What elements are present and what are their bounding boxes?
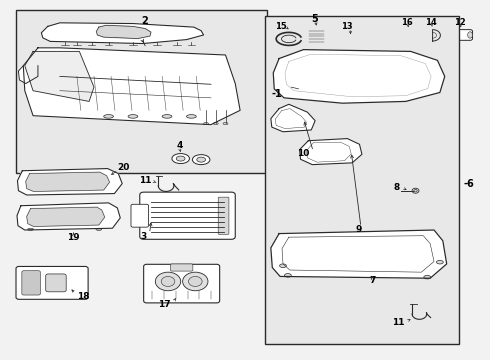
FancyBboxPatch shape [398,29,419,43]
FancyBboxPatch shape [402,32,416,40]
Ellipse shape [213,122,218,125]
Circle shape [183,272,208,291]
Ellipse shape [96,228,102,230]
Polygon shape [27,207,105,226]
Ellipse shape [203,122,208,125]
FancyBboxPatch shape [140,192,235,239]
Text: 15: 15 [275,22,287,31]
Ellipse shape [223,122,228,125]
Ellipse shape [313,26,320,29]
FancyBboxPatch shape [144,264,220,303]
Ellipse shape [128,114,138,118]
Text: 9: 9 [356,225,362,234]
Text: 4: 4 [177,141,183,150]
Text: 11: 11 [139,176,151,185]
Ellipse shape [162,114,172,118]
FancyBboxPatch shape [22,271,40,295]
Text: 13: 13 [342,22,353,31]
Polygon shape [97,25,151,39]
Text: 3: 3 [140,231,147,240]
Text: -6: -6 [463,179,474,189]
FancyBboxPatch shape [450,30,472,40]
Ellipse shape [193,155,210,165]
Text: 7: 7 [369,276,376,285]
Text: 17: 17 [158,300,171,309]
Text: 20: 20 [117,163,130,172]
Ellipse shape [187,114,196,118]
Ellipse shape [172,154,190,163]
Polygon shape [271,104,315,132]
Ellipse shape [280,264,287,267]
Text: 11: 11 [392,318,405,327]
Ellipse shape [467,32,472,38]
Text: -1: -1 [272,89,283,99]
Polygon shape [17,203,120,230]
FancyBboxPatch shape [46,274,66,292]
Ellipse shape [424,275,431,279]
Text: 5: 5 [311,14,318,23]
Text: 16: 16 [401,18,413,27]
Ellipse shape [176,156,185,161]
Ellipse shape [342,36,361,41]
Polygon shape [18,168,122,195]
Ellipse shape [104,114,114,118]
Polygon shape [41,23,203,44]
Circle shape [189,276,202,287]
Text: 8: 8 [393,183,400,192]
Polygon shape [24,48,240,125]
Bar [266,16,460,344]
Text: 18: 18 [77,292,89,301]
Ellipse shape [285,274,291,277]
Ellipse shape [412,188,419,193]
Circle shape [161,276,175,287]
Polygon shape [273,50,445,103]
Text: 12: 12 [455,18,466,27]
Polygon shape [433,30,441,41]
FancyBboxPatch shape [131,204,148,227]
FancyBboxPatch shape [337,37,366,53]
Text: 19: 19 [67,233,80,242]
Ellipse shape [437,260,443,264]
Circle shape [155,272,181,291]
Ellipse shape [197,157,205,162]
FancyBboxPatch shape [171,264,193,271]
Polygon shape [25,51,94,102]
FancyBboxPatch shape [218,197,229,234]
Ellipse shape [414,189,417,192]
Text: 10: 10 [297,149,309,158]
Polygon shape [19,66,38,84]
Text: 14: 14 [425,18,437,27]
Polygon shape [299,139,362,165]
Text: 2: 2 [142,17,148,26]
FancyBboxPatch shape [16,266,88,299]
Polygon shape [26,172,110,192]
Bar [16,10,267,173]
Polygon shape [271,230,447,278]
Ellipse shape [28,228,33,230]
FancyBboxPatch shape [305,28,328,45]
